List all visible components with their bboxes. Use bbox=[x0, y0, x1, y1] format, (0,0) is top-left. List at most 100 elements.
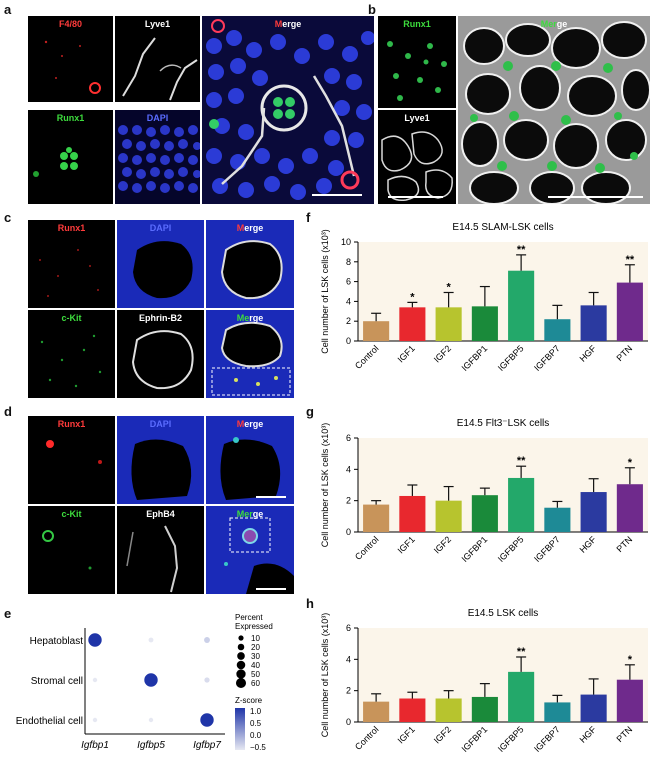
scale-bar bbox=[388, 196, 443, 198]
lyve1-b-signal bbox=[381, 131, 453, 202]
bar bbox=[435, 500, 462, 532]
significance-marker: * bbox=[628, 457, 633, 469]
micrograph-a-f480: F4/80 bbox=[28, 16, 113, 102]
column-label: Igfbp7 bbox=[193, 740, 221, 751]
y-tick-label: 6 bbox=[346, 623, 351, 633]
channel-label: Runx1 bbox=[57, 223, 86, 233]
channel-label-part: M bbox=[236, 419, 245, 429]
x-tick-label: HGF bbox=[578, 534, 599, 555]
channel-label-part: ge bbox=[252, 509, 264, 519]
panel-letter-f: f bbox=[306, 210, 311, 225]
chart-title: E14.5 SLAM-LSK cells bbox=[452, 222, 553, 233]
merge-d-top-signal bbox=[220, 437, 281, 500]
color-legend-label: 0.0 bbox=[250, 731, 262, 740]
bar bbox=[580, 492, 607, 532]
y-axis-label: Cell number of LSK cells (x10³) bbox=[320, 423, 330, 548]
row-label: Hepatoblast bbox=[30, 636, 84, 647]
bar bbox=[544, 319, 571, 341]
micrograph-a-runx1: Runx1 bbox=[28, 110, 113, 204]
channel-label: Merge bbox=[206, 419, 294, 429]
lyve1-signal bbox=[122, 37, 198, 101]
bar bbox=[399, 307, 426, 341]
channel-label: Merge bbox=[458, 19, 650, 29]
scale-bar bbox=[256, 588, 286, 590]
runx1-signal bbox=[33, 147, 78, 177]
bar-chart-g: E14.5 Flt3⁻LSK cells Cell number of LSK c… bbox=[320, 418, 648, 564]
significance-marker: ** bbox=[517, 244, 526, 256]
x-tick-label: HGF bbox=[578, 724, 599, 745]
merge-c-bottom-signal bbox=[211, 321, 291, 396]
size-legend-label: 50 bbox=[251, 670, 260, 679]
dot bbox=[92, 717, 98, 723]
channel-label-part: M bbox=[236, 223, 245, 233]
merge-c-top-signal bbox=[220, 240, 283, 300]
dot bbox=[144, 673, 158, 687]
x-tick-label: IGFBP1 bbox=[460, 534, 490, 564]
scale-bar bbox=[548, 196, 643, 198]
y-axis-label: Cell number of LSK cells (x10³) bbox=[320, 229, 330, 354]
color-legend-label: −0.5 bbox=[250, 743, 266, 752]
x-tick-label: PTN bbox=[614, 724, 634, 744]
bar bbox=[399, 698, 426, 722]
bar bbox=[508, 270, 535, 341]
channel-label: DAPI bbox=[149, 419, 172, 429]
channel-label-part: erge bbox=[244, 419, 264, 429]
column-label: Igfbp5 bbox=[137, 740, 165, 751]
x-tick-label: HGF bbox=[578, 343, 599, 364]
channel-label-part: Me bbox=[236, 313, 250, 323]
y-tick-label: 8 bbox=[346, 257, 351, 267]
micrograph-c-runx1: Runx1 bbox=[28, 220, 115, 308]
ckit-c-signal bbox=[40, 334, 102, 388]
bar-chart-h: E14.5 LSK cells Cell number of LSK cells … bbox=[320, 608, 648, 754]
dapi-d-signal bbox=[131, 439, 192, 500]
bar bbox=[471, 495, 498, 532]
x-tick-label: Control bbox=[353, 534, 381, 562]
micrograph-d-dapi: DAPI bbox=[117, 416, 204, 504]
micrograph-b-lyve1: Lyve1 bbox=[378, 110, 456, 204]
channel-label-part: Mer bbox=[236, 509, 253, 519]
chart-title: E14.5 LSK cells bbox=[468, 608, 539, 619]
size-legend-dot bbox=[237, 643, 245, 651]
size-legend-title: Expressed bbox=[235, 622, 273, 631]
panel-letter-c: c bbox=[4, 210, 12, 225]
significance-marker: * bbox=[446, 281, 451, 293]
y-tick-label: 4 bbox=[346, 654, 351, 664]
color-legend-label: 0.5 bbox=[250, 719, 262, 728]
x-tick-label: IGFBP5 bbox=[496, 343, 526, 373]
row-label: Endothelial cell bbox=[16, 716, 83, 727]
channel-label: c-Kit bbox=[61, 313, 82, 323]
bar bbox=[363, 321, 390, 341]
significance-marker: ** bbox=[517, 646, 526, 658]
size-legend-title: Percent bbox=[235, 613, 263, 622]
micrograph-c-dapi: DAPI bbox=[117, 220, 204, 308]
bar bbox=[471, 306, 498, 341]
y-tick-label: 2 bbox=[346, 496, 351, 506]
dot bbox=[148, 717, 154, 723]
dot bbox=[204, 637, 210, 643]
micrograph-a-dapi: DAPI bbox=[115, 110, 200, 204]
row-label: Stromal cell bbox=[31, 676, 83, 687]
ephrinb2-signal bbox=[131, 330, 194, 390]
runx1-c-signal bbox=[39, 249, 99, 297]
significance-marker: ** bbox=[626, 254, 635, 266]
size-legend-label: 30 bbox=[251, 652, 260, 661]
micrograph-c-ephrinb2: Ephrin-B2 bbox=[117, 310, 204, 398]
micrograph-d-merge-top: Merge bbox=[206, 416, 294, 504]
channel-label: c-Kit bbox=[61, 509, 82, 519]
x-tick-label: IGFBP7 bbox=[532, 724, 562, 754]
y-tick-label: 2 bbox=[346, 316, 351, 326]
channel-label-part: Mer bbox=[540, 19, 557, 29]
channel-label: Merge bbox=[202, 19, 374, 29]
bar bbox=[616, 282, 643, 341]
bar bbox=[580, 694, 607, 722]
bar bbox=[580, 305, 607, 341]
panel-letter-h: h bbox=[306, 596, 314, 611]
panel-letter-g: g bbox=[306, 404, 314, 419]
size-legend-dot bbox=[236, 660, 246, 670]
bar bbox=[435, 307, 462, 341]
bar bbox=[508, 671, 535, 722]
micrograph-d-runx1: Runx1 bbox=[28, 416, 115, 504]
y-tick-label: 10 bbox=[341, 237, 351, 247]
merge-b-signal bbox=[458, 16, 650, 204]
micrograph-a-lyve1: Lyve1 bbox=[115, 16, 200, 102]
